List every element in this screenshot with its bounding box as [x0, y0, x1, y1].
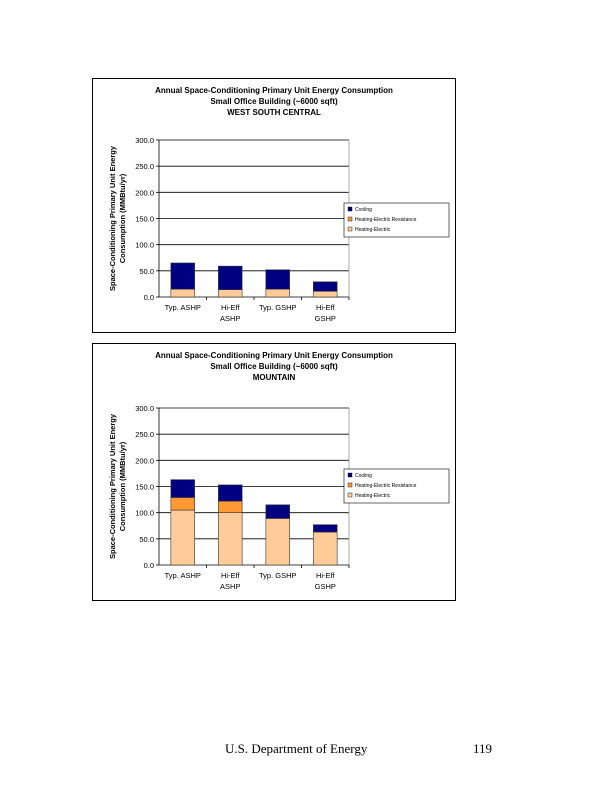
- bar-heating-electric: [218, 512, 243, 566]
- bar-heating-electric: [265, 288, 290, 298]
- legend-swatch: [347, 226, 353, 232]
- bar-heating-electric-resistance: [218, 500, 243, 513]
- legend-swatch: [347, 216, 353, 222]
- chart-mountain: Annual Space-Conditioning Primary Unit E…: [92, 343, 456, 601]
- y-tick-label: 250.0: [135, 162, 154, 171]
- x-tick-label: Hi-Eff: [221, 571, 241, 580]
- y-tick-label: 50.0: [139, 535, 154, 544]
- footer-org: U.S. Department of Energy: [225, 741, 368, 756]
- x-tick-label: Hi-Eff: [316, 571, 336, 580]
- y-tick-label: 300.0: [135, 404, 154, 413]
- region-line: WEST SOUTH CENTRAL: [227, 108, 321, 117]
- title-line: Annual Space-Conditioning Primary Unit E…: [155, 351, 393, 360]
- chart-svg: 0.0 50.0 100.0 150.0 200.0 250.0 300.0 Space-Co…: [108, 136, 450, 323]
- chart-title: Annual Space-Conditioning Primary Unit E…: [93, 85, 455, 118]
- legend-label: Heating-Electric: [355, 493, 391, 499]
- bar-heating-electric: [313, 531, 338, 566]
- legend-label: Cooling: [355, 473, 372, 479]
- y-axis-label-line: Consumption (MMBtu/yr): [118, 441, 127, 531]
- y-axis-label: Space-Conditioning Primary Unit EnergyCo…: [108, 145, 127, 291]
- x-tick-label: ASHP: [220, 582, 240, 591]
- page-number: 119: [473, 741, 493, 756]
- y-tick-label: 150.0: [135, 215, 154, 224]
- y-tick-label: 150.0: [135, 483, 154, 492]
- bar-heating-electric: [170, 288, 195, 298]
- legend-swatch: [347, 472, 353, 478]
- chart-west-south-central: Annual Space-Conditioning Primary Unit E…: [92, 78, 456, 333]
- y-axis-label-line: Space-Conditioning Primary Unit Energy: [108, 145, 117, 291]
- y-tick-label: 0.0: [144, 561, 154, 570]
- x-tick-label: Typ. ASHP: [165, 303, 201, 312]
- bar-cooling: [265, 504, 290, 519]
- bar-heating-electric: [170, 509, 195, 566]
- y-tick-label: 200.0: [135, 456, 154, 465]
- x-tick-label: ASHP: [220, 314, 240, 323]
- bar-cooling: [313, 524, 338, 533]
- x-tick-label: Typ. GSHP: [259, 303, 297, 312]
- legend-swatch: [347, 492, 353, 498]
- bar-heating-electric: [313, 290, 338, 298]
- bar-cooling: [265, 269, 290, 290]
- subtitle-line: Small Office Building (~6000 sqft): [210, 362, 338, 371]
- legend-swatch: [347, 206, 353, 212]
- x-tick-label: Hi-Eff: [221, 303, 241, 312]
- y-axis-label-line: Space-Conditioning Primary Unit Energy: [108, 413, 117, 559]
- x-tick-label: Typ. GSHP: [259, 571, 297, 580]
- bar-cooling: [218, 484, 243, 502]
- bar-cooling: [313, 281, 338, 292]
- y-tick-label: 200.0: [135, 188, 154, 197]
- x-tick-label: Hi-Eff: [316, 303, 336, 312]
- y-axis-label-line: Consumption (MMBtu/yr): [118, 173, 127, 263]
- bar-cooling: [170, 262, 195, 290]
- legend-box: [343, 468, 450, 504]
- legend-swatch: [347, 482, 353, 488]
- chart-title: Annual Space-Conditioning Primary Unit E…: [93, 350, 455, 383]
- region-line: MOUNTAIN: [252, 373, 296, 382]
- legend-label: Heating-Electric: [355, 227, 391, 233]
- y-tick-label: 50.0: [139, 267, 154, 276]
- chart-svg: 0.0 50.0 100.0 150.0 200.0 250.0 300.0 Space-Co…: [108, 404, 450, 591]
- y-tick-label: 250.0: [135, 430, 154, 439]
- y-tick-label: 100.0: [135, 509, 154, 518]
- x-tick-label: Typ. ASHP: [165, 571, 201, 580]
- legend-box: [343, 202, 450, 238]
- title-line: Annual Space-Conditioning Primary Unit E…: [155, 86, 393, 95]
- bar-heating-electric: [218, 289, 243, 298]
- bar-heating-electric-resistance: [170, 497, 195, 511]
- x-tick-label: GSHP: [315, 314, 336, 323]
- y-tick-label: 100.0: [135, 241, 154, 250]
- legend-label: Heating-Electric Resistance: [355, 483, 417, 489]
- bar-cooling: [170, 479, 195, 498]
- subtitle-line: Small Office Building (~6000 sqft): [210, 97, 338, 106]
- bar-cooling: [218, 265, 243, 290]
- y-tick-label: 300.0: [135, 136, 154, 145]
- y-tick-label: 0.0: [144, 293, 154, 302]
- y-axis-label: Space-Conditioning Primary Unit EnergyCo…: [108, 413, 127, 559]
- x-tick-label: GSHP: [315, 582, 336, 591]
- legend-label: Heating-Electric Resistance: [355, 217, 417, 223]
- bar-heating-electric: [265, 518, 290, 566]
- legend-label: Cooling: [355, 207, 372, 213]
